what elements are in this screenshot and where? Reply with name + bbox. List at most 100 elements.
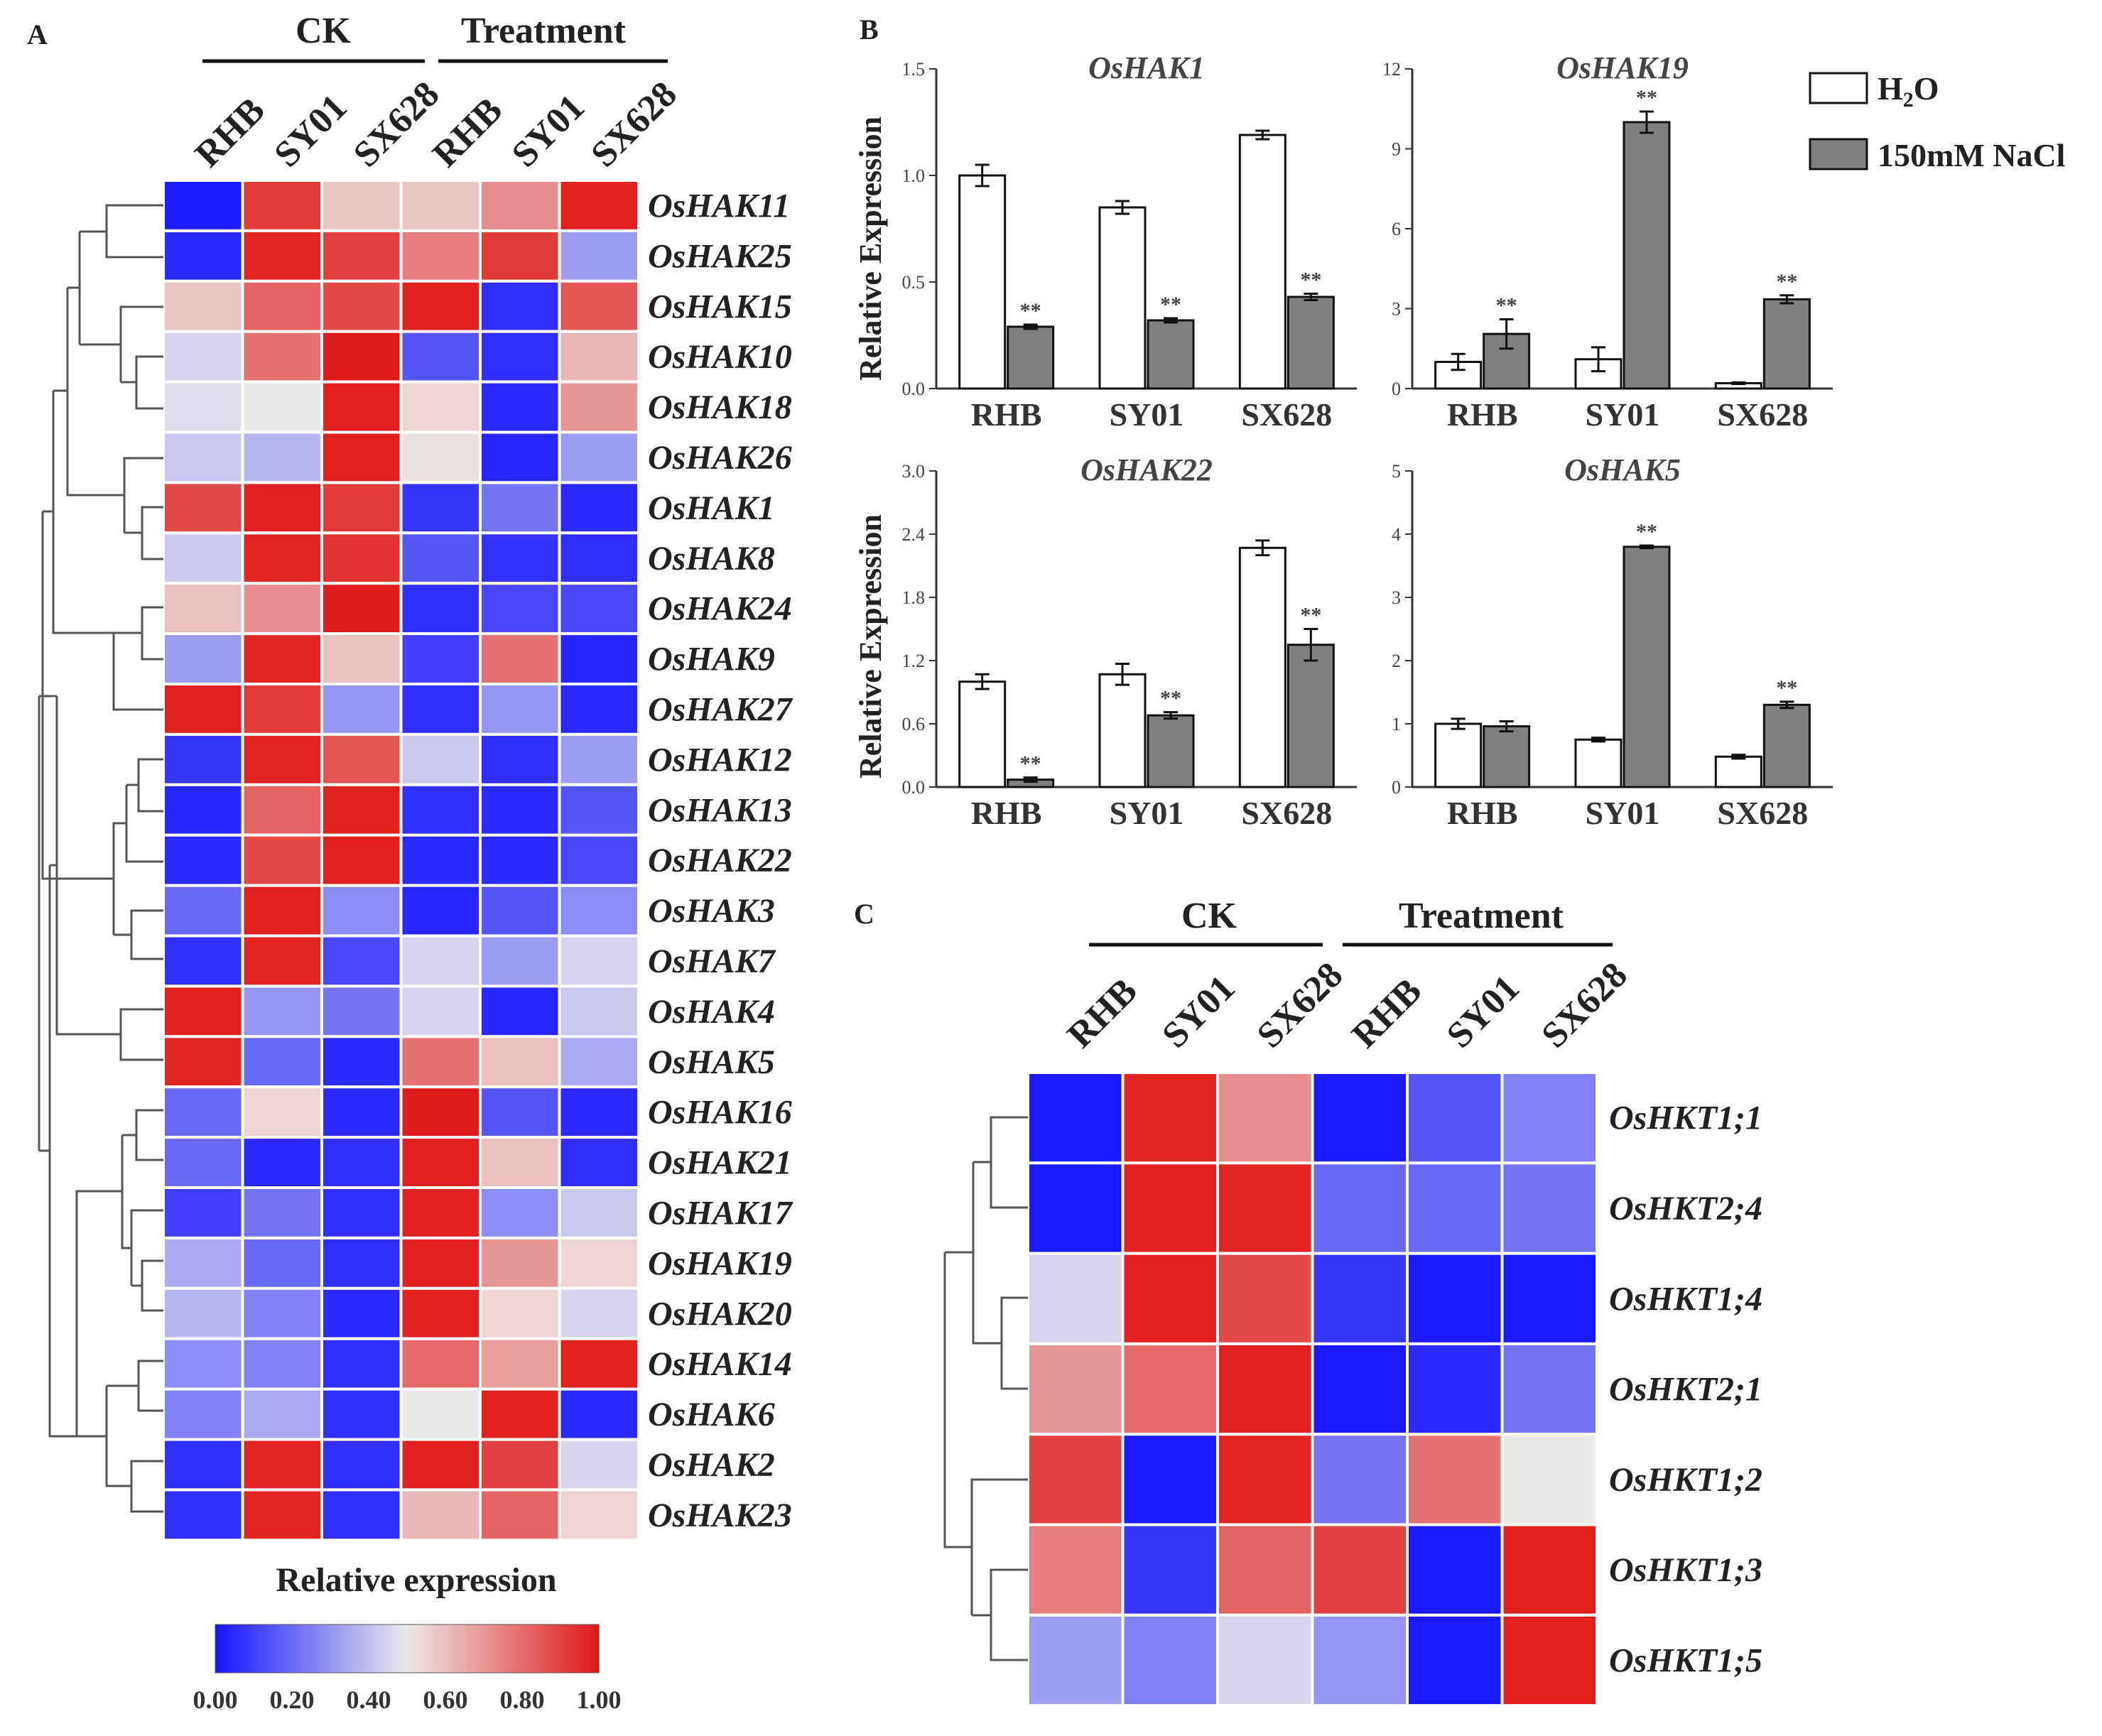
heatmap-cell xyxy=(241,732,323,786)
heatmap-cell xyxy=(558,884,640,938)
heatmap-cell xyxy=(558,1286,640,1340)
heatmap-cell xyxy=(399,934,482,988)
heatmap-cell xyxy=(241,1136,323,1189)
row-label: OsHKT2;4 xyxy=(1609,1190,1762,1227)
heatmap-cell xyxy=(241,330,323,384)
group-label-treatment-c: Treatment xyxy=(1399,896,1564,936)
heatmap-cell xyxy=(479,430,561,484)
heatmap-cell xyxy=(1406,1342,1504,1436)
x-category-label: SX628 xyxy=(1241,396,1332,433)
heatmap-cell xyxy=(320,229,403,283)
heatmap-cell xyxy=(241,683,323,736)
bar-nacl xyxy=(1622,546,1671,788)
row-label: OsHAK23 xyxy=(648,1497,792,1534)
group-label-ck: CK xyxy=(296,11,352,51)
heatmap-cell xyxy=(241,1438,323,1492)
heatmap-cell xyxy=(320,430,403,484)
bar-h2o xyxy=(1714,755,1762,788)
heatmap-cell xyxy=(399,632,482,685)
heatmap-cell xyxy=(399,1387,482,1441)
heatmap-cell xyxy=(479,683,561,736)
heatmap-cell xyxy=(1026,1523,1125,1617)
legend-swatch-nacl xyxy=(1809,138,1868,170)
subplot-title: OsHAK1 xyxy=(1088,50,1205,85)
y-tick-label: 4 xyxy=(1392,524,1401,545)
heatmap-cell xyxy=(558,330,640,384)
row-label: OsHAK25 xyxy=(648,237,792,275)
heatmap-cell xyxy=(558,1337,640,1391)
heatmap-cell xyxy=(1406,1071,1504,1165)
x-category-label: RHB xyxy=(1447,795,1518,831)
heatmap-cell xyxy=(479,380,561,434)
bar-h2o xyxy=(1238,546,1286,788)
legend-label-nacl: 150mM NaCl xyxy=(1878,137,2065,173)
heatmap-cell xyxy=(399,833,482,887)
heatmap-cell xyxy=(399,1488,482,1542)
heatmap-cell xyxy=(479,229,561,283)
x-category-label: RHB xyxy=(971,396,1042,433)
colorbar-ticks: 0.00 0.20 0.40 0.60 0.80 1.00 xyxy=(193,1686,622,1714)
heatmap-cell xyxy=(1406,1161,1504,1255)
heatmap-cell xyxy=(558,783,640,837)
heatmap-cell xyxy=(162,884,244,938)
heatmap-cell xyxy=(1311,1613,1409,1708)
heatmap-cell xyxy=(479,833,561,887)
heatmap-cell xyxy=(479,1438,561,1492)
heatmap-cell xyxy=(162,1236,244,1290)
heatmap-cell xyxy=(162,380,244,434)
heatmap-cell xyxy=(1026,1161,1125,1255)
bar-h2o xyxy=(1098,206,1147,390)
heatmap-cell xyxy=(479,330,561,384)
heatmap-cell xyxy=(320,481,403,535)
heatmap-cell xyxy=(399,1085,482,1139)
significance-mark: ** xyxy=(1496,294,1517,318)
heatmap-cell xyxy=(558,934,640,988)
row-label: OsHAK1 xyxy=(648,489,775,527)
significance-mark: ** xyxy=(1300,268,1321,292)
heatmap-cell xyxy=(479,531,561,585)
heatmap-cell xyxy=(320,582,403,636)
heatmap-cell xyxy=(479,934,561,988)
heatmap-cell xyxy=(558,582,640,636)
heatmap-cell xyxy=(1500,1342,1598,1436)
ylabel-bottom: Relative Expression xyxy=(853,514,888,779)
heatmap-cell xyxy=(558,229,640,283)
row-label: OsHAK12 xyxy=(648,741,792,779)
row-label: OsHAK18 xyxy=(648,389,792,426)
row-label: OsHKT1;3 xyxy=(1609,1551,1762,1589)
heatmap-cell xyxy=(479,481,561,535)
heatmap-cell xyxy=(162,330,244,384)
heatmap-cell xyxy=(162,683,244,736)
bar-subplot: 0 1 2 3 4 5 OsHAK5 RHB ** SY01 ** SX628 xyxy=(1392,452,1833,831)
group-label-ck-c: CK xyxy=(1181,896,1237,936)
bar-nacl xyxy=(1147,714,1195,788)
heatmap-cell xyxy=(1121,1523,1219,1617)
heatmap-cell xyxy=(162,984,244,1038)
heatmap-cell xyxy=(1216,1433,1314,1526)
heatmap-cell xyxy=(162,934,244,988)
colorbar-tick-label: 1.00 xyxy=(577,1686,622,1714)
heatmap-cell xyxy=(1311,1252,1409,1345)
heatmap-cell xyxy=(1500,1523,1598,1617)
heatmap-cell xyxy=(399,1136,482,1189)
heatmap-cell xyxy=(479,1387,561,1441)
row-label: OsHAK16 xyxy=(648,1094,792,1132)
heatmap-cell xyxy=(558,279,640,333)
heatmap-cell xyxy=(479,732,561,786)
heatmap-cell xyxy=(399,732,482,786)
bar-nacl xyxy=(1762,703,1811,788)
heatmap-cell xyxy=(1216,1523,1314,1617)
heatmap-cell xyxy=(558,1186,640,1239)
heatmap-cell xyxy=(162,783,244,837)
heatmap-cell xyxy=(399,380,482,434)
heatmap-cell xyxy=(320,1236,403,1290)
heatmap-cell xyxy=(1311,1523,1409,1617)
heatmap-cell xyxy=(399,279,482,333)
significance-mark: ** xyxy=(1160,687,1181,710)
heatmap-cell xyxy=(479,884,561,938)
row-label: OsHAK21 xyxy=(648,1144,792,1182)
heatmap-cell xyxy=(320,1136,403,1189)
heatmap-cell xyxy=(241,1085,323,1139)
row-label: OsHAK17 xyxy=(648,1194,793,1232)
row-label: OsHAK8 xyxy=(648,540,775,577)
